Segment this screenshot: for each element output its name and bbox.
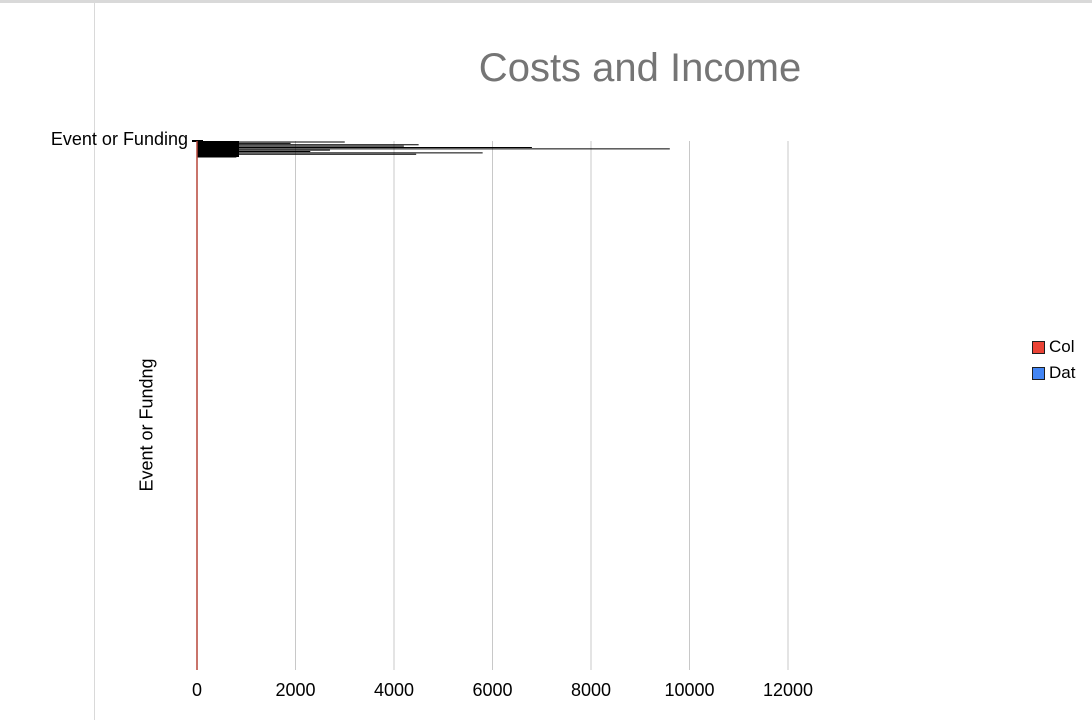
x-tick-label-0: 0 [191, 680, 203, 700]
legend-item-series-2: Dat [1032, 360, 1075, 386]
legend: Col Dat [1032, 334, 1075, 386]
x-tick-label-6000: 6000 [472, 680, 513, 700]
legend-swatch-series-2 [1032, 366, 1045, 380]
x-tick-label-10000: 10000 [664, 680, 715, 700]
label-cluster [197, 141, 239, 157]
window-top-border [0, 0, 1092, 3]
category-label: Event or Funding [50, 129, 188, 149]
x-tick-label-8000: 8000 [570, 680, 612, 700]
legend-swatch-series-1 [1032, 340, 1045, 354]
gridlines [295, 141, 789, 670]
x-tick-label-2000: 2000 [275, 680, 316, 700]
x-tick-label-12000: 12000 [762, 680, 814, 700]
leader-lines [192, 140, 670, 158]
chart-title: Costs and Income [478, 46, 802, 90]
legend-label-series-2: Dat [1049, 363, 1076, 382]
x-tick-label-4000: 4000 [373, 680, 415, 700]
legend-item-series-1: Col [1032, 334, 1075, 360]
sheet-left-border [94, 3, 95, 720]
legend-label-series-1: Col [1049, 337, 1075, 356]
